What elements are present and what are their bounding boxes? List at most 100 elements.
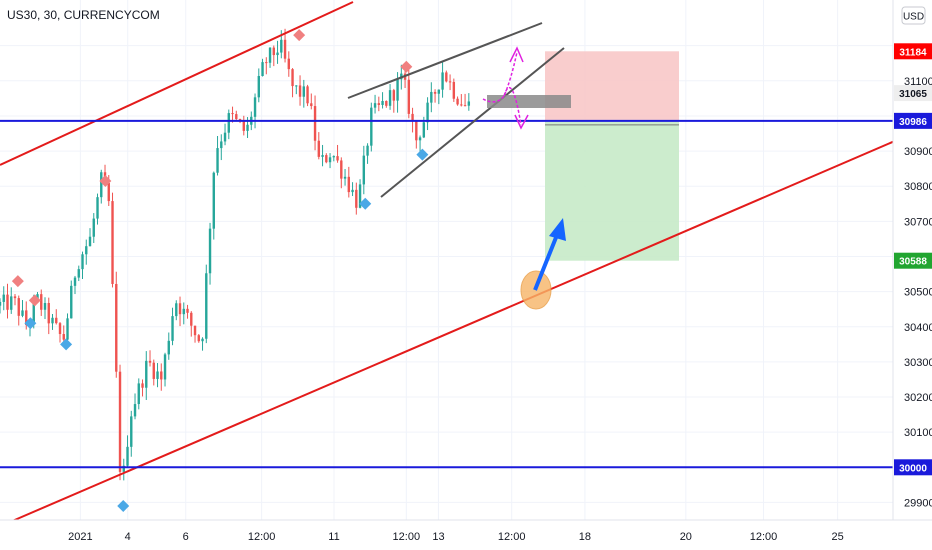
stop-loss-zone [545, 51, 679, 121]
price-tag-box [894, 459, 932, 476]
candle-body [343, 176, 347, 179]
candle-body [193, 325, 197, 336]
x-tick-label: 12:00 [750, 531, 778, 543]
y-tick-label: 30800 [904, 181, 932, 193]
candle-body [77, 269, 80, 278]
candle-body [160, 371, 163, 380]
price-tag-label: 30588 [899, 257, 927, 268]
candle-body [452, 81, 456, 99]
candle-body [223, 132, 227, 142]
x-tick-label: 4 [125, 531, 131, 543]
candle-body [156, 371, 159, 379]
candle-body [190, 312, 193, 326]
candle-body [265, 62, 268, 64]
candle-body [227, 113, 230, 133]
candle-body [137, 383, 140, 405]
candle-body [55, 317, 58, 324]
candle-body [396, 79, 399, 101]
candle-body [62, 334, 65, 340]
candle-body [422, 122, 426, 138]
candle-body [40, 294, 43, 310]
y-tick-label: 31100 [904, 76, 932, 88]
x-tick-label: 18 [579, 531, 591, 543]
candle-body [100, 172, 103, 198]
y-tick-label: 30900 [904, 146, 932, 158]
candle-body [377, 103, 381, 105]
price-tag-label: 31065 [899, 89, 927, 100]
candle-body [407, 79, 411, 114]
candle-body [133, 404, 137, 417]
symbol-title: US30, 30, CURRENCYCOM [7, 8, 160, 22]
candle-body [47, 303, 50, 324]
pivot-low-marker [359, 197, 372, 210]
price-tag-box [894, 85, 932, 102]
pivot-markers [11, 29, 429, 512]
take-profit-zone [545, 120, 679, 261]
candle-body [445, 72, 448, 82]
candle-body [426, 102, 429, 123]
candle-body [0, 301, 2, 306]
candle-body [17, 298, 20, 316]
candle-body [66, 318, 69, 340]
candle-body [313, 106, 317, 141]
candle-body [283, 39, 287, 59]
candle-body [332, 156, 336, 158]
candle-body [208, 228, 212, 274]
candle-body [366, 145, 369, 156]
candle-body [148, 360, 152, 363]
candle-body [370, 107, 373, 146]
candle-body [182, 308, 185, 315]
pivot-low-marker [117, 499, 130, 512]
bullish-arrow-shaft [533, 234, 559, 291]
candle-body [310, 103, 313, 107]
candle-body [272, 47, 275, 56]
price-tag-label: 31184 [899, 47, 927, 58]
candle-body [456, 98, 459, 105]
candle-body [220, 141, 223, 149]
candle-body [437, 89, 441, 94]
y-tick-label: 29900 [904, 497, 932, 509]
candle-body [302, 86, 305, 97]
currency-button[interactable]: USD [901, 6, 926, 25]
candle-body [70, 285, 73, 319]
candle-body [298, 85, 302, 97]
candle-body [336, 156, 339, 161]
candle-body [25, 310, 28, 326]
candle-body [130, 416, 133, 447]
candle-body [351, 189, 354, 193]
candle-body [441, 72, 444, 90]
x-tick-label: 2021 [68, 531, 92, 543]
grid [0, 0, 893, 520]
candle-body [291, 69, 294, 87]
time-axis: 2021 4 6 12:00 11 12:00 13 12:00 18 20 12:00 25 [68, 531, 844, 543]
candle-body [92, 218, 95, 237]
candle-body [85, 246, 88, 255]
candle-body [388, 90, 392, 106]
time-axis-area[interactable] [0, 520, 893, 550]
candle-body [32, 299, 35, 324]
candle-body [126, 446, 129, 466]
candle-body [2, 294, 5, 302]
candle-body [81, 254, 84, 270]
candle-body [257, 75, 260, 98]
candle-body [58, 323, 62, 335]
candles [0, 28, 471, 481]
pivot-low-marker [24, 317, 37, 330]
projection-path [482, 51, 522, 126]
candle-body [111, 201, 114, 284]
channel-upper-line [0, 1, 354, 166]
candle-body [242, 121, 245, 131]
x-tick-label: 6 [183, 531, 189, 543]
currency-label: USD [903, 12, 924, 23]
candle-body [51, 317, 54, 324]
candle-body [415, 121, 418, 141]
candle-body [295, 85, 298, 87]
price-tag-box [894, 43, 932, 60]
channel-lower-line [9, 124, 932, 523]
candle-body [163, 354, 167, 380]
candle-body [145, 360, 148, 388]
candle-body [306, 86, 309, 104]
candle-body [197, 335, 200, 342]
candle-body [212, 172, 215, 229]
